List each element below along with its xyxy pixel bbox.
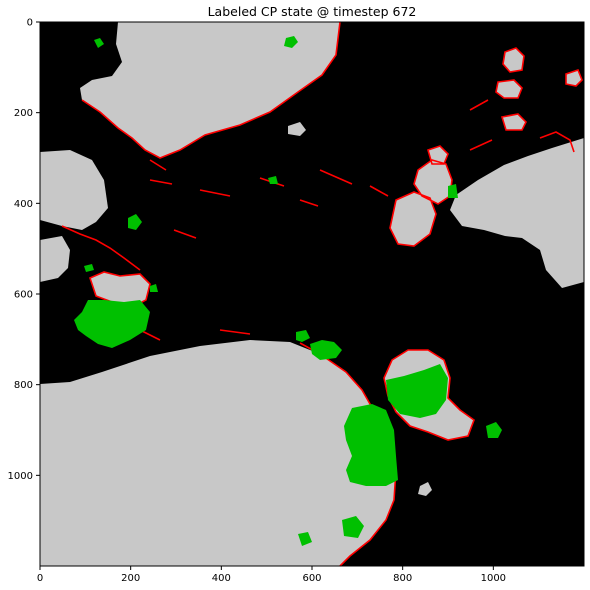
x-tick-label: 600 xyxy=(302,573,321,584)
labeled-east-small xyxy=(486,422,502,438)
labeled-south-bottom-2 xyxy=(298,532,312,546)
x-tick-label: 800 xyxy=(393,573,412,584)
land-northeast-islet-4 xyxy=(566,70,582,86)
boundary-west-coast xyxy=(61,225,141,271)
boundary-mid-island xyxy=(89,271,151,307)
boundary-east-coast xyxy=(539,131,575,153)
y-tick-label: 200 xyxy=(14,108,33,119)
labeled-south-coast xyxy=(344,404,398,486)
land-north xyxy=(80,22,340,158)
labeled-cluster xyxy=(448,184,458,198)
land-cluster-center xyxy=(414,160,452,204)
labeled-west-pt xyxy=(150,284,158,292)
labeled-north xyxy=(284,36,298,48)
land-northeast-islet-1 xyxy=(503,48,524,72)
y-tick-label: 800 xyxy=(14,380,33,391)
labeled-regions xyxy=(74,36,502,546)
land-regions xyxy=(40,22,584,566)
labeled-center xyxy=(310,340,342,360)
y-tick-label: 400 xyxy=(14,199,33,210)
land-small-south-islet xyxy=(418,482,432,496)
land-northeast-islet-2 xyxy=(496,80,522,98)
boundary-north xyxy=(81,21,341,159)
labeled-mid-west xyxy=(74,300,150,348)
x-axis-ticks: 0 200 400 600 800 1000 xyxy=(37,566,506,584)
plot-area xyxy=(39,21,585,567)
y-tick-label: 600 xyxy=(14,290,33,301)
x-tick-label: 0 xyxy=(37,573,43,584)
labeled-west-small xyxy=(128,214,142,230)
land-east xyxy=(450,138,584,288)
x-tick-label: 400 xyxy=(212,573,231,584)
labeled-northwest xyxy=(94,38,104,48)
x-tick-label: 200 xyxy=(121,573,140,584)
land-small-north-islet xyxy=(288,122,306,136)
y-tick-label: 1000 xyxy=(8,471,33,482)
y-axis-ticks: 0 200 400 600 800 1000 xyxy=(8,18,40,482)
labeled-southeast xyxy=(386,364,448,418)
land-west-lower xyxy=(40,236,70,282)
land-south-west-blob xyxy=(40,496,110,566)
chart-title: Labeled CP state @ timestep 672 xyxy=(207,4,417,19)
labeled-center-small xyxy=(296,330,310,342)
land-northeast-islet-3 xyxy=(502,114,526,130)
land-cluster-lower xyxy=(390,192,436,246)
labeled-west-tiny xyxy=(84,264,94,272)
boundary-northeast-islets xyxy=(495,47,583,131)
labeled-south-bottom xyxy=(342,516,364,538)
land-mid-island xyxy=(90,272,150,306)
land-south xyxy=(40,340,396,566)
x-tick-label: 1000 xyxy=(481,573,506,584)
y-tick-label: 0 xyxy=(27,18,33,29)
land-west-upper xyxy=(40,150,108,230)
labeled-mid-north xyxy=(268,176,278,184)
